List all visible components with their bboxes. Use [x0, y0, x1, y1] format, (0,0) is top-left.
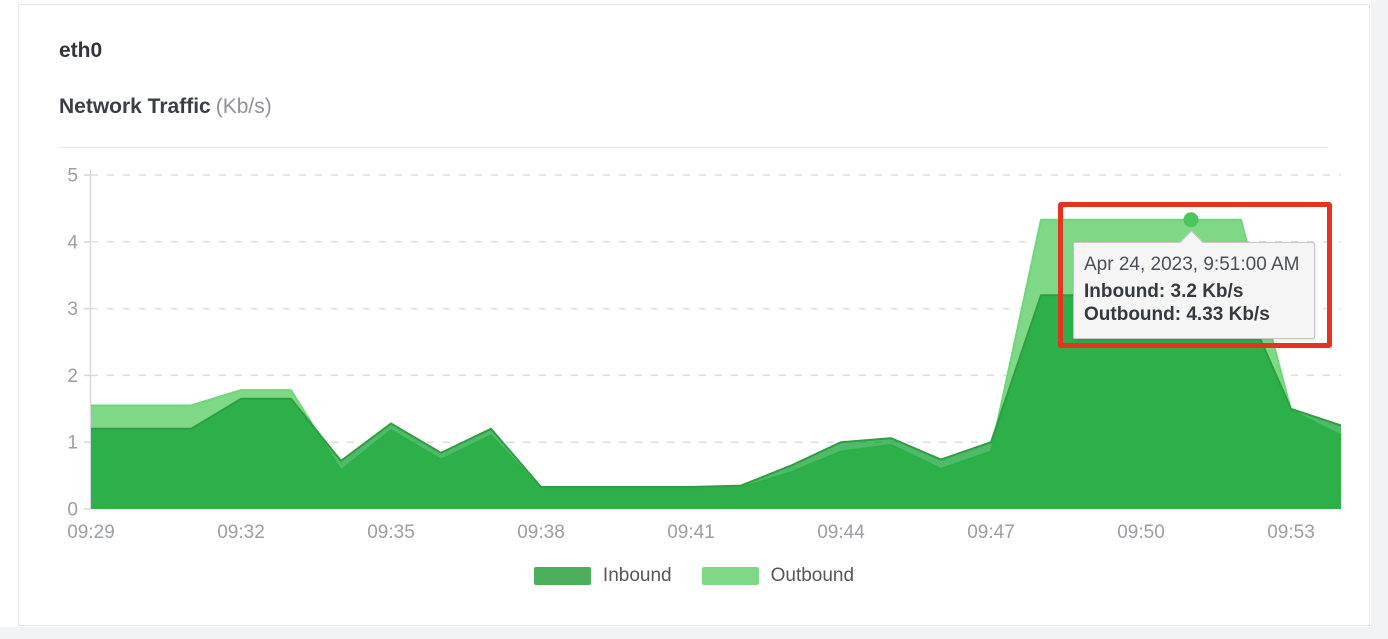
x-axis-label-09:50: 09:50 — [1117, 522, 1165, 543]
legend-label-inbound: Inbound — [602, 565, 672, 586]
x-axis-label-09:38: 09:38 — [517, 522, 565, 543]
y-axis-label-4: 4 — [67, 232, 78, 253]
x-axis-label-09:29: 09:29 — [67, 522, 115, 543]
legend-item-inbound[interactable]: Inbound — [533, 565, 672, 587]
y-axis-label-0: 0 — [67, 500, 78, 521]
chart-title-text: Network Traffic — [59, 95, 211, 118]
page-background-right — [1371, 0, 1388, 639]
x-axis-label-09:53: 09:53 — [1267, 522, 1315, 543]
legend-item-outbound[interactable]: Outbound — [701, 565, 855, 587]
page-background-bottom — [0, 627, 1388, 639]
y-axis-label-5: 5 — [67, 166, 78, 187]
interface-title: eth0 — [59, 39, 103, 62]
outbound-swatch-icon — [701, 567, 759, 585]
chart-title: Network Traffic (Kb/s) — [59, 95, 272, 119]
chart-unit-label: (Kb/s) — [215, 95, 272, 118]
legend-label-outbound: Outbound — [770, 565, 855, 586]
chart-tooltip: Apr 24, 2023, 9:51:00 AM Inbound: 3.2 Kb… — [1073, 230, 1315, 339]
x-axis-label-09:32: 09:32 — [217, 522, 265, 543]
tooltip-inbound-value: Inbound: 3.2 Kb/s — [1084, 281, 1244, 302]
y-axis-label-1: 1 — [67, 433, 78, 454]
title-divider — [59, 147, 1328, 148]
area-inbound — [91, 295, 1341, 509]
x-axis-label-09:44: 09:44 — [817, 522, 865, 543]
tooltip-outbound-value: Outbound: 4.33 Kb/s — [1084, 304, 1270, 325]
x-axis-label-09:41: 09:41 — [667, 522, 715, 543]
y-axis-label-2: 2 — [67, 366, 78, 387]
inbound-swatch-icon — [533, 567, 591, 585]
x-axis-label-09:47: 09:47 — [967, 522, 1015, 543]
y-axis-label-3: 3 — [67, 299, 78, 320]
chart-legend: Inbound Outbound — [0, 565, 1388, 587]
x-axis-label-09:35: 09:35 — [367, 522, 415, 543]
tooltip-timestamp: Apr 24, 2023, 9:51:00 AM — [1084, 254, 1300, 275]
hover-point-marker — [1183, 212, 1199, 228]
